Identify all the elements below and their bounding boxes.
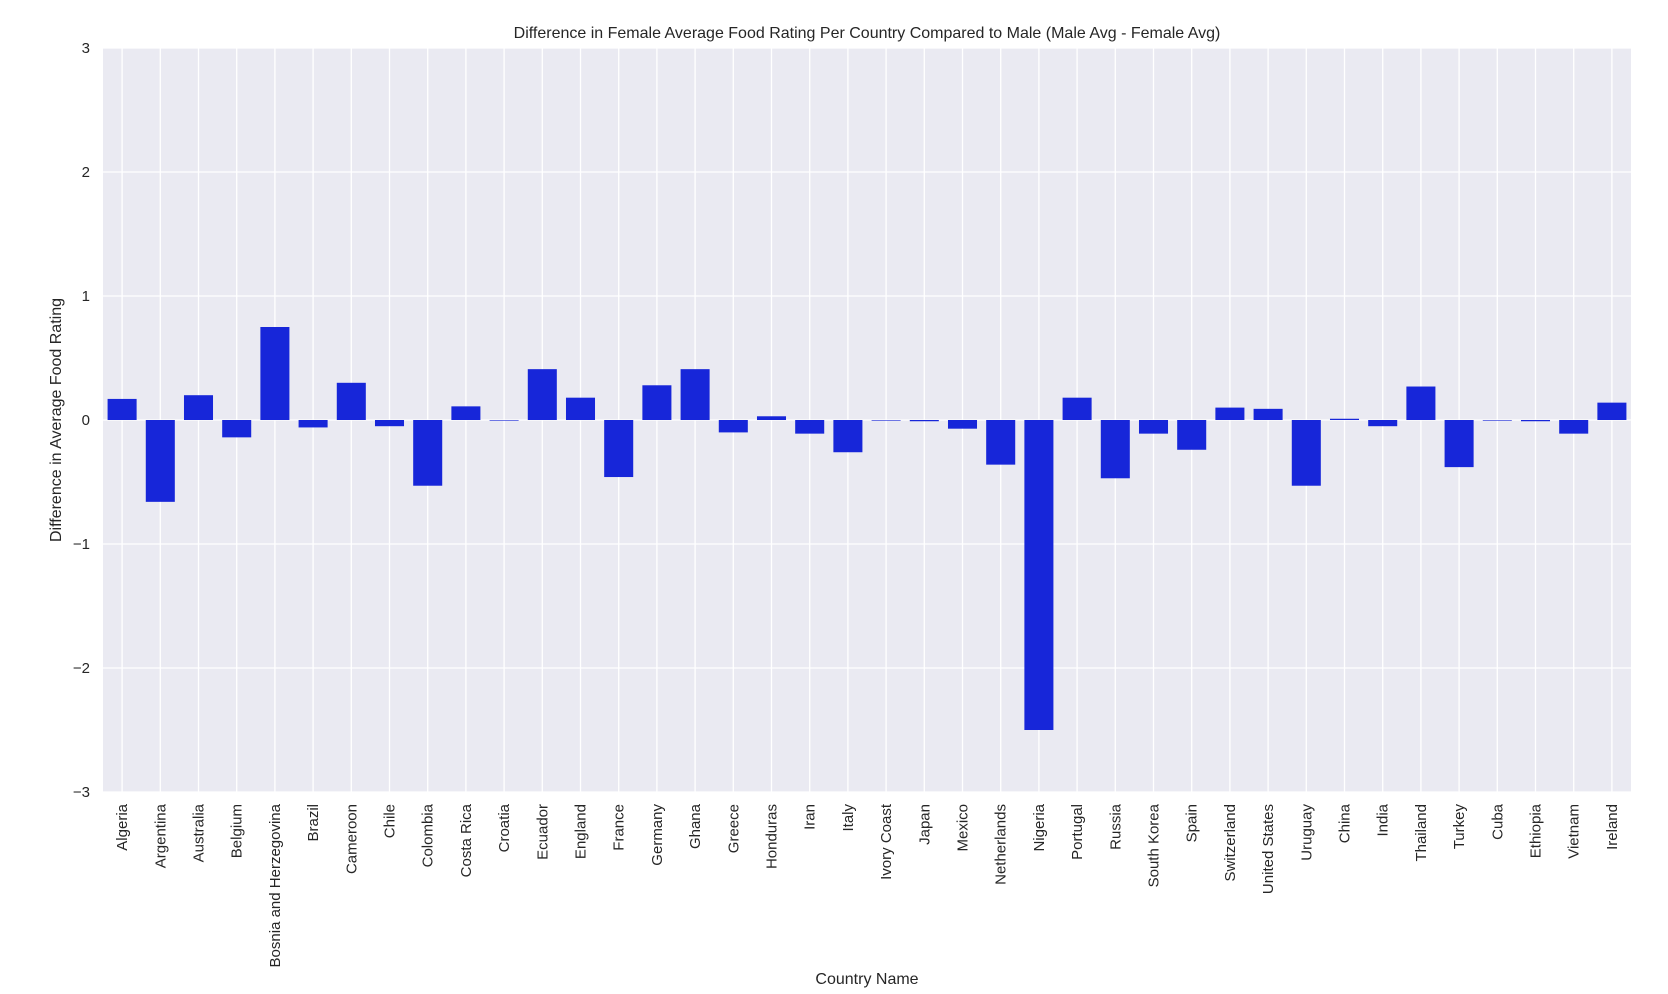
x-tick-label: Japan xyxy=(916,804,933,845)
x-tick-label: Portugal xyxy=(1069,804,1086,860)
bars xyxy=(107,327,1627,730)
x-tick-label: Cameroon xyxy=(343,804,360,874)
bar-turkey xyxy=(1444,420,1474,468)
y-tick-label: 3 xyxy=(82,40,90,57)
x-tick-label: China xyxy=(1337,803,1354,843)
chart-title: Difference in Female Average Food Rating… xyxy=(514,25,1221,42)
bar-switzerland xyxy=(1215,407,1245,420)
bar-china xyxy=(1329,418,1360,420)
bar-japan xyxy=(909,420,939,422)
bar-south-korea xyxy=(1138,420,1169,434)
x-tick-label: Ecuador xyxy=(534,804,551,860)
x-tick-label: Ireland xyxy=(1604,804,1621,850)
bar-honduras xyxy=(756,416,787,420)
x-tick-label: Turkey xyxy=(1451,804,1468,850)
x-tick-label: Bosnia and Herzegovina xyxy=(267,803,284,967)
y-tick-label: 2 xyxy=(82,164,90,181)
bar-ghana xyxy=(680,369,710,420)
x-tick-label: Argentina xyxy=(152,803,169,868)
x-tick-label: Ghana xyxy=(687,803,704,849)
x-tick-label: Switzerland xyxy=(1222,804,1239,882)
x-tick-label: Ethiopia xyxy=(1528,803,1545,858)
bar-mexico xyxy=(947,420,978,429)
x-tick-label: India xyxy=(1375,803,1392,836)
x-tick-label: Thailand xyxy=(1413,804,1430,862)
bar-vietnam xyxy=(1559,420,1589,434)
x-tick-label: France xyxy=(611,804,628,851)
x-tick-label: Algeria xyxy=(114,803,131,850)
bar-chile xyxy=(374,420,405,427)
x-tick-label: Ivory Coast xyxy=(878,803,895,880)
y-tick-label: 0 xyxy=(82,412,90,429)
bar-costa-rica xyxy=(451,406,481,420)
x-tick-label: Croatia xyxy=(496,803,513,852)
x-tick-label: Italy xyxy=(840,804,857,832)
bar-bosnia-and-herzegovina xyxy=(260,327,290,420)
x-tick-label: Brazil xyxy=(305,804,322,842)
bar-spain xyxy=(1177,420,1207,450)
x-tick-label: Germany xyxy=(649,804,666,866)
bar-russia xyxy=(1100,420,1130,479)
bar-france xyxy=(604,420,634,478)
bar-germany xyxy=(642,385,672,420)
y-tick-label: −1 xyxy=(73,536,90,553)
bar-ecuador xyxy=(527,369,557,420)
x-tick-labels: Algeria Argentina Australia Belgium Bosnia a… xyxy=(114,803,1621,967)
y-tick-labels: −3 −2 −1 0 1 2 3 xyxy=(73,40,90,801)
x-tick-label: Vietnam xyxy=(1566,804,1583,859)
x-tick-label: Cuba xyxy=(1489,803,1506,840)
x-tick-label: Greece xyxy=(725,804,742,853)
bar-india xyxy=(1368,420,1398,427)
x-tick-label: Chile xyxy=(382,804,399,838)
x-tick-label: Nigeria xyxy=(1031,803,1048,851)
bar-netherlands xyxy=(986,420,1016,465)
bar-thailand xyxy=(1406,386,1436,420)
x-tick-label: Iran xyxy=(802,804,819,830)
bar-algeria xyxy=(107,398,137,420)
bar-cameroon xyxy=(336,382,366,420)
bar-australia xyxy=(183,395,214,420)
bar-ireland xyxy=(1597,402,1627,420)
x-tick-label: Uruguay xyxy=(1298,804,1315,861)
x-tick-label: Netherlands xyxy=(993,804,1010,885)
x-tick-label: Mexico xyxy=(955,804,972,852)
x-tick-label: Spain xyxy=(1184,804,1201,842)
bar-nigeria xyxy=(1024,420,1054,730)
bar-united-states xyxy=(1253,408,1283,420)
bar-greece xyxy=(718,420,748,433)
y-tick-label: 1 xyxy=(82,288,90,305)
bar-croatia xyxy=(489,420,519,421)
bar-argentina xyxy=(145,420,175,502)
y-axis-label: Difference in Average Food Rating xyxy=(48,298,65,542)
y-tick-label: −3 xyxy=(73,784,90,801)
bar-colombia xyxy=(413,420,443,486)
y-tick-label: −2 xyxy=(73,660,90,677)
bar-uruguay xyxy=(1291,420,1321,486)
bar-ivory-coast xyxy=(871,420,901,421)
bar-ethiopia xyxy=(1520,420,1551,422)
x-tick-label: United States xyxy=(1260,804,1277,894)
x-axis-label: Country Name xyxy=(815,971,918,988)
x-tick-label: South Korea xyxy=(1146,803,1163,887)
x-tick-label: Honduras xyxy=(764,804,781,869)
x-tick-label: Belgium xyxy=(229,804,246,858)
x-tick-label: Russia xyxy=(1107,803,1124,850)
x-tick-label: Colombia xyxy=(420,803,437,867)
bar-brazil xyxy=(298,420,328,428)
bar-belgium xyxy=(222,420,252,438)
x-tick-label: Australia xyxy=(191,803,208,862)
bar-england xyxy=(565,397,596,420)
x-tick-label: England xyxy=(573,804,590,859)
bar-cuba xyxy=(1482,420,1512,421)
x-tick-label: Costa Rica xyxy=(458,803,475,877)
bar-italy xyxy=(833,420,863,453)
bar-iran xyxy=(795,420,825,434)
bar-portugal xyxy=(1062,397,1092,420)
